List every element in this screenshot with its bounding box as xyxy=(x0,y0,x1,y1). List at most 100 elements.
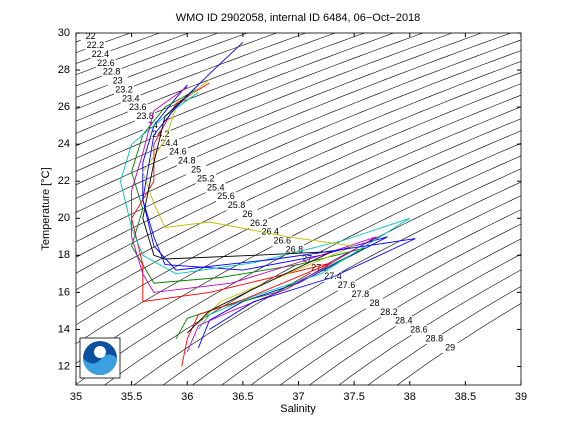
isopycnal-label-bg xyxy=(114,85,135,96)
isopycnal xyxy=(76,33,219,87)
isopycnal xyxy=(76,142,521,385)
isopycnal-label: 26.8 xyxy=(286,245,304,255)
isopycnal xyxy=(221,209,521,385)
y-tick-label: 22 xyxy=(58,175,70,187)
isopycnal xyxy=(250,223,521,385)
y-tick-label: 14 xyxy=(58,323,70,335)
noaa-logo xyxy=(79,337,121,379)
isopycnal-label: 23.4 xyxy=(122,93,140,103)
isopycnal-label-bg xyxy=(127,102,148,113)
isopycnal xyxy=(279,238,521,385)
isopycnal-label: 27.4 xyxy=(324,271,342,281)
isopycnal-label: 23.2 xyxy=(115,84,133,94)
isopycnal xyxy=(76,33,336,134)
isopycnal-label: 28.2 xyxy=(380,307,398,317)
isopycnal xyxy=(162,181,521,385)
isopycnal-label: 27.8 xyxy=(352,289,370,299)
isopycnal-label: 24.4 xyxy=(160,138,178,148)
isopycnal xyxy=(396,303,521,385)
isopycnal-label: 28 xyxy=(370,298,380,308)
isopycnal-label: 26.2 xyxy=(250,218,268,228)
x-axis-label: Salinity xyxy=(280,403,316,415)
isopycnal-label-bg xyxy=(90,49,111,60)
isopycnal xyxy=(76,72,521,274)
isopycnal-label: 26.6 xyxy=(273,236,291,246)
isopycnal-label-bg xyxy=(408,325,429,336)
y-tick-label: 20 xyxy=(58,212,70,224)
isopycnal-label: 27.6 xyxy=(338,280,356,290)
isopycnal-label: 28.4 xyxy=(395,316,413,326)
isopycnal-label: 26.4 xyxy=(262,227,280,237)
isopycnal-label: 25.8 xyxy=(228,200,246,210)
isopycnal-label-bg xyxy=(135,111,156,122)
isopycnal-label-bg xyxy=(107,76,128,87)
isopycnal-label: 22.6 xyxy=(97,58,115,68)
isopycnal-label: 23 xyxy=(113,76,123,86)
isopycnal xyxy=(104,155,521,385)
isopycnal-label: 24 xyxy=(148,120,158,130)
y-tick-label: 26 xyxy=(58,101,70,113)
isopycnal-label: 26 xyxy=(242,209,252,219)
isopycnal-label-bg xyxy=(393,316,414,327)
y-tick-label: 28 xyxy=(58,64,70,76)
x-tick-label: 36 xyxy=(181,391,193,403)
profile-line xyxy=(131,82,333,367)
isopycnal xyxy=(76,61,521,258)
isopycnal-label: 28.8 xyxy=(426,333,444,343)
isopycnal-label-bg xyxy=(424,334,445,345)
isopycnal-label: 23.8 xyxy=(136,111,154,121)
isopycnal-label: 24.8 xyxy=(178,156,196,166)
isopycnal xyxy=(76,106,521,326)
isopycnal-label-bg xyxy=(248,218,269,229)
profile-line xyxy=(142,41,416,330)
isopycnal-label: 22.2 xyxy=(87,40,105,50)
isopycnal-label-bg xyxy=(350,289,371,300)
isopycnal-label-bg xyxy=(379,307,400,318)
x-tick-label: 36.5 xyxy=(232,391,253,403)
isopycnal xyxy=(76,94,521,308)
isopycnal-label-bg xyxy=(260,227,281,238)
y-tick-label: 18 xyxy=(58,249,70,261)
isopycnal-label: 22 xyxy=(86,31,96,41)
isopycnal-label-bg xyxy=(80,33,101,42)
x-tick-label: 38.5 xyxy=(455,391,476,403)
isopycnal-label: 25.6 xyxy=(217,191,235,201)
isopycnal xyxy=(191,195,521,385)
x-tick-label: 37 xyxy=(292,391,304,403)
isopycnal-label: 25 xyxy=(191,164,201,174)
isopycnal-label: 22.4 xyxy=(92,49,110,59)
isopycnal-label-bg xyxy=(167,147,188,158)
isopycnal xyxy=(76,39,521,228)
chart-title: WMO ID 2902058, internal ID 6484, 06−Oct… xyxy=(176,12,421,24)
isopycnal-label-bg xyxy=(176,156,197,167)
isopycnal-label-bg xyxy=(364,298,385,309)
y-tick-label: 30 xyxy=(58,27,70,39)
isopycnal xyxy=(76,33,454,186)
profile-line xyxy=(142,84,333,334)
isopycnal-label-bg xyxy=(159,138,180,149)
y-axis-label: Temperature [°C] xyxy=(40,167,52,250)
isopycnal-label-bg xyxy=(186,165,207,176)
x-tick-label: 35.5 xyxy=(121,391,142,403)
isopycnal xyxy=(133,168,521,385)
isopycnal xyxy=(76,33,395,159)
x-tick-label: 38 xyxy=(404,391,416,403)
isopycnal-label: 27 xyxy=(302,253,312,263)
isopycnal xyxy=(309,253,521,385)
isopycnal-label-bg xyxy=(85,40,106,51)
isopycnal-label: 28.6 xyxy=(410,325,428,335)
profile-line xyxy=(120,91,411,330)
isopycnal-label-bg xyxy=(95,58,116,69)
isopycnal-label-bg xyxy=(215,191,236,202)
isopycnal-label-bg xyxy=(336,280,357,291)
y-tick-label: 16 xyxy=(58,286,70,298)
isopycnal-label: 24.6 xyxy=(169,147,187,157)
isopycnal-label-bg xyxy=(237,209,258,220)
isopycnal-label-bg xyxy=(205,182,226,193)
isopycnal xyxy=(76,33,278,110)
isopycnal-label-bg xyxy=(272,236,293,247)
isopycnal xyxy=(338,269,521,385)
isopycnal-label: 29 xyxy=(445,342,455,352)
isopycnal xyxy=(76,33,512,213)
